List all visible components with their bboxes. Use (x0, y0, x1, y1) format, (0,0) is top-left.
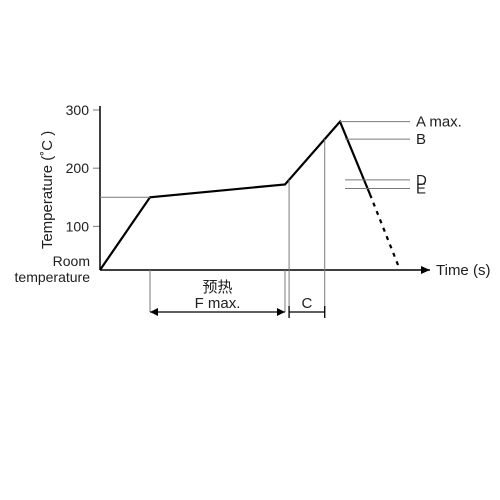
marker-label-B: B (416, 131, 426, 148)
span-f-label-en: F max. (195, 295, 241, 312)
reflow-profile-chart: { "chart": { "type": "line-profile", "ca… (0, 0, 500, 500)
span-c-label: C (301, 295, 312, 312)
profile-line (100, 122, 370, 270)
y-tick-label: 100 (66, 218, 90, 234)
y-tick-label: 300 (66, 102, 90, 118)
y-axis-label: Temperature (˚C ) (39, 131, 56, 249)
origin-label-2: temperature (15, 269, 91, 285)
span-f-arrow-r (277, 308, 285, 316)
span-f-label-cn: 预热 (202, 279, 232, 296)
marker-label-Amax: A max. (416, 114, 462, 131)
origin-label-1: Room (53, 253, 90, 269)
chart-svg: 100 200 300 Temperature (˚C ) Time (s) Roomte… (0, 0, 500, 500)
marker-label-E: E (416, 181, 426, 198)
x-axis-label: Time (s) (436, 262, 490, 279)
span-f-arrow-l (150, 308, 158, 316)
x-axis-arrow (421, 266, 430, 274)
profile-dashed-tail (370, 194, 400, 270)
y-tick-label: 200 (66, 160, 90, 176)
